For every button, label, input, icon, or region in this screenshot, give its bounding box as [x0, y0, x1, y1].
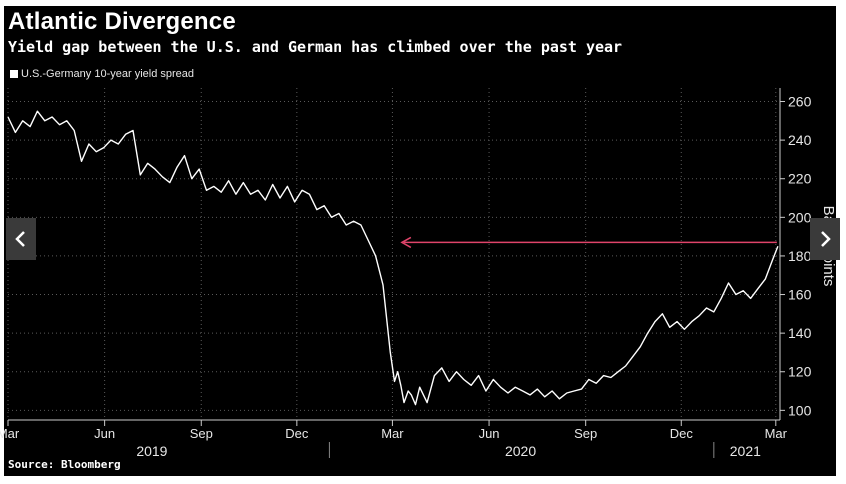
y-tick-label: 160 [788, 287, 812, 303]
x-tick-label: Jun [94, 426, 115, 441]
y-tick-label: 260 [788, 94, 812, 110]
next-slide-button[interactable] [810, 218, 840, 260]
y-tick-label: 180 [788, 248, 812, 264]
year-label: 2019 [136, 443, 167, 459]
x-tick-label: Mar [0, 426, 20, 441]
chart-panel [4, 6, 836, 476]
x-tick-label: Sep [574, 426, 597, 441]
year-label: 2020 [505, 443, 536, 459]
source-note: Source: Bloomberg [8, 458, 121, 471]
legend-swatch [10, 70, 18, 78]
legend-label: U.S.-Germany 10-year yield spread [21, 68, 195, 80]
chart-legend: U.S.-Germany 10-year yield spread [10, 68, 194, 80]
y-tick-label: 240 [788, 132, 812, 148]
y-tick-label: 220 [788, 171, 812, 187]
year-label: 2021 [730, 443, 761, 459]
chart-title: Atlantic Divergence [8, 8, 236, 35]
series-line [7, 110, 779, 406]
annotation-arrow-head [400, 236, 412, 249]
y-tick-label: 200 [788, 209, 812, 225]
chart-subtitle: Yield gap between the U.S. and German ha… [8, 38, 623, 56]
chevron-right-icon [821, 231, 831, 247]
x-tick-label: Jun [479, 426, 500, 441]
x-tick-label: Sep [190, 426, 213, 441]
x-tick-label: Mar [381, 426, 404, 441]
previous-slide-button[interactable] [6, 218, 36, 260]
x-tick-label: Dec [285, 426, 309, 441]
x-tick-label: Dec [670, 426, 694, 441]
x-tick-label: Mar [765, 426, 788, 441]
y-tick-label: 140 [788, 325, 812, 341]
y-tick-label: 120 [788, 364, 812, 380]
chevron-left-icon [15, 231, 25, 247]
y-tick-label: 100 [788, 402, 812, 418]
